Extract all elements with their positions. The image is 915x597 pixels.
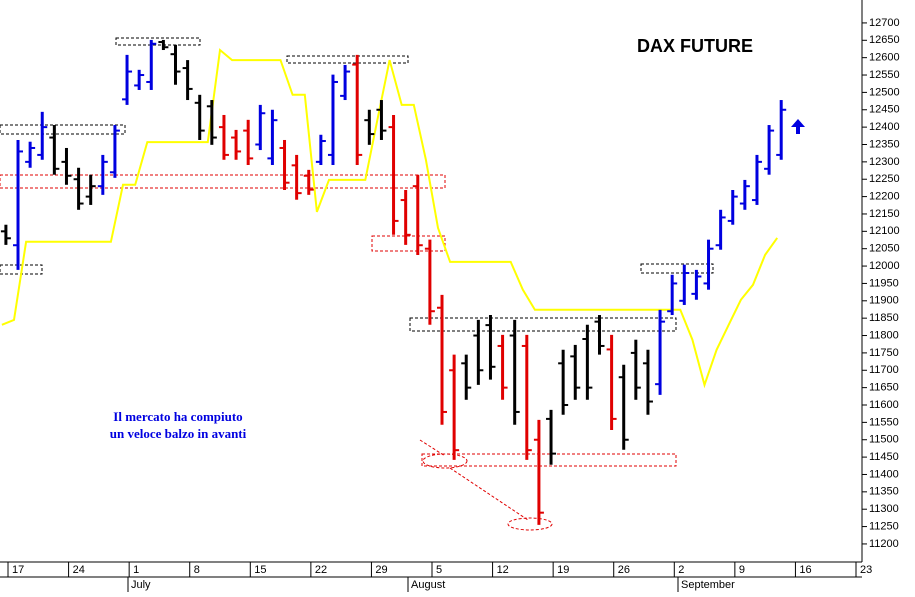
indicator-line [1, 48, 779, 389]
y-tick-label: 12350 [869, 138, 900, 150]
y-tick-label: 12100 [869, 225, 900, 237]
y-tick-label: 12050 [869, 243, 900, 255]
y-tick-label: 11800 [869, 329, 899, 341]
annotation: Il mercato ha compiuto [113, 409, 242, 424]
level-box [409, 317, 677, 332]
x-tick-label: 17 [12, 564, 24, 576]
y-tick-label: 11400 [869, 468, 899, 480]
levels [0, 37, 714, 531]
y-tick-label: 12150 [869, 208, 900, 220]
y-tick-label: 12650 [869, 34, 900, 46]
level-box [286, 55, 409, 64]
y-tick-label: 11350 [869, 486, 899, 498]
trend-line [449, 467, 529, 521]
annotation: un veloce balzo in avanti [110, 426, 247, 441]
level-ellipse [422, 453, 468, 469]
y-tick-label: 12700 [869, 17, 900, 29]
y-tick-label: 12200 [869, 191, 900, 203]
x-tick-label: 16 [799, 564, 811, 576]
x-tick-label: 15 [254, 564, 266, 576]
y-tick-label: 12550 [869, 69, 900, 81]
y-tick-label: 11750 [869, 347, 899, 359]
x-tick-label: 22 [315, 564, 327, 576]
y-tick-label: 11650 [869, 382, 899, 394]
up-arrow [791, 119, 805, 134]
x-tick-label: 26 [618, 564, 630, 576]
x-tick-label: 24 [73, 564, 85, 576]
month-label: September [681, 579, 735, 591]
level-box [371, 235, 446, 252]
y-tick-label: 11850 [869, 312, 899, 324]
x-tick-label: 2 [678, 564, 684, 576]
y-tick-label: 12000 [869, 260, 900, 272]
month-label: July [131, 579, 151, 591]
x-tick-label: 5 [436, 564, 442, 576]
y-tick-label: 12300 [869, 156, 900, 168]
x-tick-label: 19 [557, 564, 569, 576]
level-box [640, 263, 714, 274]
y-tick-label: 12600 [869, 52, 900, 64]
month-label: August [411, 579, 445, 591]
y-tick-label: 11700 [869, 364, 899, 376]
x-tick-label: 9 [739, 564, 745, 576]
y-tick-label: 12400 [869, 121, 900, 133]
y-tick-label: 11900 [869, 295, 899, 307]
y-tick-label: 11550 [869, 416, 899, 428]
y-tick-label: 11500 [869, 434, 899, 446]
y-tick-label: 12250 [869, 173, 900, 185]
y-tick-label: 11250 [869, 520, 899, 532]
level-box [0, 124, 126, 135]
x-tick-label: 12 [497, 564, 509, 576]
chart-title: DAX FUTURE [637, 36, 753, 56]
y-tick-label: 11450 [869, 451, 899, 463]
level-box [115, 37, 201, 46]
y-tick-label: 11200 [869, 538, 899, 550]
y-tick-label: 11600 [869, 399, 899, 411]
x-tick-label: 29 [375, 564, 387, 576]
y-tick-label: 12450 [869, 104, 900, 116]
level-box [0, 174, 446, 189]
level-ellipse [507, 517, 553, 531]
x-tick-label: 23 [860, 564, 872, 576]
y-tick-label: 11950 [869, 277, 899, 289]
y-tick-label: 11300 [869, 503, 899, 515]
y-tick-label: 12500 [869, 86, 900, 98]
x-tick-label: 8 [194, 564, 200, 576]
level-box [421, 453, 677, 467]
x-tick-label: 1 [133, 564, 139, 576]
